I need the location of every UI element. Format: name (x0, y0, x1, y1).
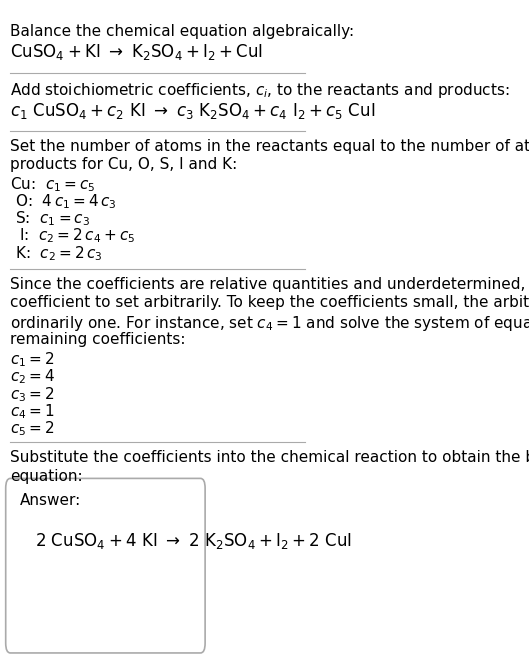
Text: Add stoichiometric coefficients, $c_i$, to the reactants and products:: Add stoichiometric coefficients, $c_i$, … (10, 81, 510, 100)
Text: Set the number of atoms in the reactants equal to the number of atoms in the: Set the number of atoms in the reactants… (10, 139, 529, 153)
Text: $c_1\ \mathrm{CuSO_4} + c_2\ \mathrm{KI}\ \rightarrow\ c_3\ \mathrm{K_2SO_4} + c: $c_1\ \mathrm{CuSO_4} + c_2\ \mathrm{KI}… (10, 101, 376, 121)
Text: $c_5 = 2$: $c_5 = 2$ (10, 419, 55, 438)
Text: I:  $c_2 = 2\,c_4 + c_5$: I: $c_2 = 2\,c_4 + c_5$ (19, 227, 135, 245)
Text: remaining coefficients:: remaining coefficients: (10, 332, 186, 348)
Text: ordinarily one. For instance, set $c_4 = 1$ and solve the system of equations fo: ordinarily one. For instance, set $c_4 =… (10, 313, 529, 333)
Text: Cu:  $c_1 = c_5$: Cu: $c_1 = c_5$ (10, 175, 96, 194)
Text: equation:: equation: (10, 468, 83, 484)
FancyBboxPatch shape (6, 478, 205, 653)
Text: coefficient to set arbitrarily. To keep the coefficients small, the arbitrary va: coefficient to set arbitrarily. To keep … (10, 295, 529, 310)
Text: $c_1 = 2$: $c_1 = 2$ (10, 351, 55, 370)
Text: $c_2 = 4$: $c_2 = 4$ (10, 368, 56, 386)
Text: K:  $c_2 = 2\,c_3$: K: $c_2 = 2\,c_3$ (15, 244, 103, 263)
Text: Since the coefficients are relative quantities and underdetermined, choose a: Since the coefficients are relative quan… (10, 277, 529, 292)
Text: Answer:: Answer: (20, 493, 81, 508)
Text: products for Cu, O, S, I and K:: products for Cu, O, S, I and K: (10, 157, 238, 172)
Text: $\mathrm{CuSO_4 + KI\ \rightarrow\ K_2SO_4 + I_2 + CuI}$: $\mathrm{CuSO_4 + KI\ \rightarrow\ K_2SO… (10, 43, 263, 63)
Text: O:  $4\,c_1 = 4\,c_3$: O: $4\,c_1 = 4\,c_3$ (15, 193, 117, 211)
Text: S:  $c_1 = c_3$: S: $c_1 = c_3$ (15, 209, 90, 228)
Text: Balance the chemical equation algebraically:: Balance the chemical equation algebraica… (10, 24, 354, 39)
Text: $c_3 = 2$: $c_3 = 2$ (10, 385, 55, 404)
Text: $\mathrm{2\ CuSO_4 + 4\ KI\ \rightarrow\ 2\ K_2SO_4 + I_2 + 2\ CuI}$: $\mathrm{2\ CuSO_4 + 4\ KI\ \rightarrow\… (35, 531, 352, 551)
Text: $c_4 = 1$: $c_4 = 1$ (10, 402, 55, 421)
Text: Substitute the coefficients into the chemical reaction to obtain the balanced: Substitute the coefficients into the che… (10, 450, 529, 465)
